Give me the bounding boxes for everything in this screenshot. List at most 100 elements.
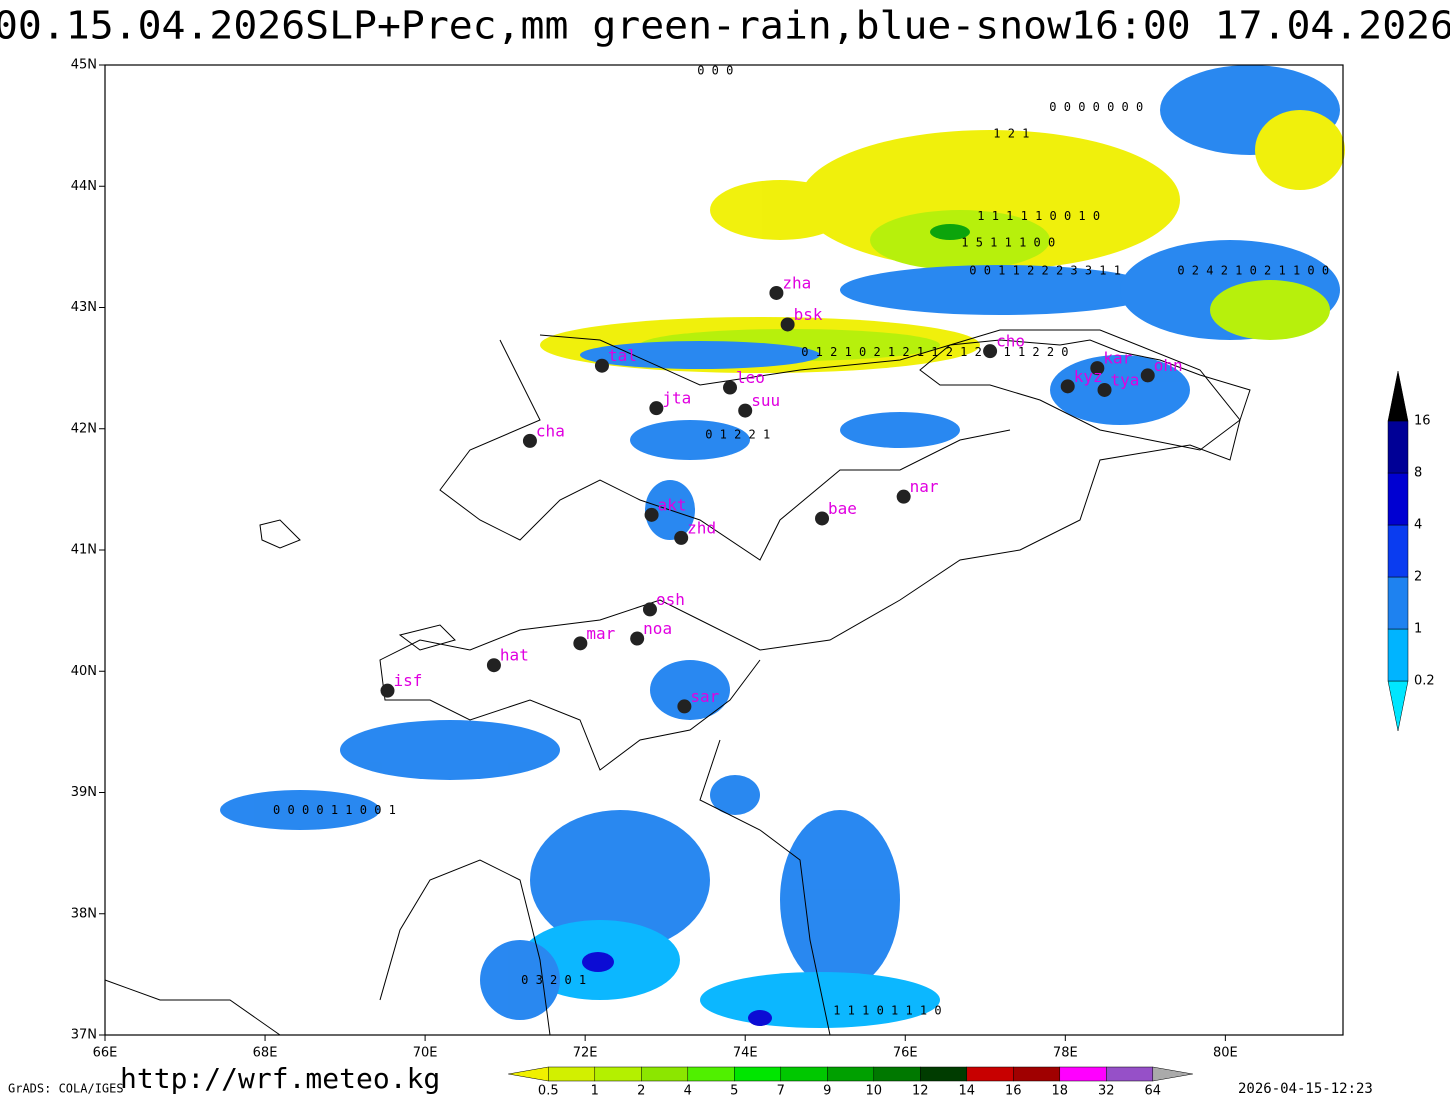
precipitation-field (220, 65, 1345, 1028)
city-marker (780, 317, 795, 332)
rain-scale-label: 64 (1145, 1084, 1162, 1099)
snow-scale-label: 0.2 (1414, 674, 1435, 689)
rain-scale-box (1059, 1066, 1107, 1082)
rain-scale-box (594, 1066, 642, 1082)
city-label: leo (736, 368, 765, 387)
city-marker (380, 683, 395, 698)
city-label: cho (996, 332, 1025, 351)
x-tick-label: 80E (1213, 1046, 1238, 1061)
rain-scale-label: 32 (1098, 1084, 1115, 1099)
city-label: hat (500, 646, 529, 665)
rain-scale-box (1013, 1066, 1061, 1082)
city-marker (1090, 361, 1105, 376)
city-marker (630, 631, 645, 646)
y-tick-label: 40N (71, 664, 97, 679)
city-marker (896, 489, 911, 504)
rain-scale-label: 4 (684, 1084, 692, 1099)
grid-value: 0 3 2 0 1 (521, 973, 586, 987)
city-label: mar (586, 624, 615, 643)
city-marker (573, 636, 588, 651)
city-label: zha (782, 273, 811, 292)
map-layer: 66E 68E 70E 72E 74E 76E 78E 80E 37N 38N 39N 40N 41N 4… (71, 58, 1435, 1099)
city-label: noa (643, 619, 672, 638)
city-marker (769, 285, 784, 300)
snow-scale-label: 8 (1414, 466, 1422, 481)
rain-scale-label: 2 (637, 1084, 645, 1099)
grid-value: 0 0 0 (697, 64, 733, 78)
grid-value: 0 0 0 0 0 0 0 (1049, 100, 1143, 114)
rain-scale-box (780, 1066, 828, 1082)
city-marker (1060, 379, 1075, 394)
city-label: tal (608, 346, 637, 365)
x-tick-label: 68E (253, 1046, 278, 1061)
city-label: jta (662, 389, 691, 408)
grid-value: 1 1 1 1 1 0 0 1 0 (977, 209, 1100, 223)
rain-scale-label: 14 (959, 1084, 976, 1099)
snow-scale-label: 1 (1414, 622, 1422, 637)
grid-value: 1 1 1 0 1 1 1 0 (833, 1003, 941, 1017)
city-marker (677, 699, 692, 714)
rain-scale-label: 7 (777, 1084, 785, 1099)
city-marker (815, 511, 830, 526)
snow-scale-box (1387, 472, 1409, 526)
y-tick-label: 39N (71, 785, 97, 800)
y-tick-label: 42N (71, 421, 97, 436)
city-marker (594, 358, 609, 373)
rain-scale-box (734, 1066, 782, 1082)
rain-scale-box (827, 1066, 875, 1082)
city-marker (522, 433, 537, 448)
city-label: suu (751, 391, 780, 410)
city-label: zhd (687, 518, 716, 537)
rain-scale-box (548, 1066, 596, 1082)
footer-credit: GrADS: COLA/IGES (8, 1082, 124, 1096)
rain-scale-label: 0.5 (538, 1084, 559, 1099)
city-marker (1140, 368, 1155, 383)
footer-url[interactable]: http://wrf.meteo.kg (120, 1062, 440, 1095)
x-tick-label: 76E (893, 1046, 918, 1061)
city-marker (738, 403, 753, 418)
snow-scale-label: 2 (1414, 570, 1422, 585)
y-tick-label: 38N (71, 906, 97, 921)
y-tick-label: 44N (71, 179, 97, 194)
snow-scale-box (1387, 420, 1409, 474)
city-marker (674, 530, 689, 545)
city-label: bae (828, 499, 857, 518)
snow-scale-label: 4 (1414, 518, 1422, 533)
city-label: sar (690, 687, 719, 706)
grid-value: 0 2 4 2 1 0 2 1 1 0 0 (1177, 264, 1329, 278)
x-tick-label: 78E (1053, 1046, 1078, 1061)
city-marker (649, 401, 664, 416)
city-label: kyz (1074, 367, 1103, 386)
grid-value: 0 1 2 2 1 (705, 427, 770, 441)
rain-scale-label: 18 (1052, 1084, 1069, 1099)
city-label: kar (1103, 349, 1132, 368)
rain-scale-box (966, 1066, 1014, 1082)
city-label: tya (1111, 370, 1140, 389)
city-label: cha (536, 421, 565, 440)
snow-scale-max (1387, 370, 1409, 422)
rain-scale-label: 9 (823, 1084, 831, 1099)
y-tick-label: 37N (71, 1028, 97, 1043)
city-label: nar (910, 477, 939, 496)
map-title: 00.15.04.2026SLP+Prec,mm green-rain,blue… (0, 4, 1450, 48)
snow-scale-box (1387, 628, 1409, 682)
footer-timestamp: 2026-04-15-12:23 (1238, 1081, 1373, 1097)
y-tick-label: 43N (71, 300, 97, 315)
snow-scale-box (1387, 576, 1409, 630)
rain-scale-box (873, 1066, 921, 1082)
grid-value: 0 0 1 1 2 2 2 3 3 1 1 (969, 264, 1121, 278)
city-marker (644, 507, 659, 522)
y-tick-label: 45N (71, 58, 97, 73)
borders (104, 329, 1251, 1036)
x-tick-label: 70E (413, 1046, 438, 1061)
city-marker (486, 658, 501, 673)
rain-scale-max (1152, 1066, 1193, 1082)
snow-scale-box (1387, 524, 1409, 578)
city-marker (723, 380, 738, 395)
city-label: bsk (794, 305, 823, 324)
rain-scale-box (687, 1066, 735, 1082)
x-tick-label: 74E (733, 1046, 758, 1061)
grid-value: 0 0 0 0 1 1 0 0 1 (273, 803, 396, 817)
